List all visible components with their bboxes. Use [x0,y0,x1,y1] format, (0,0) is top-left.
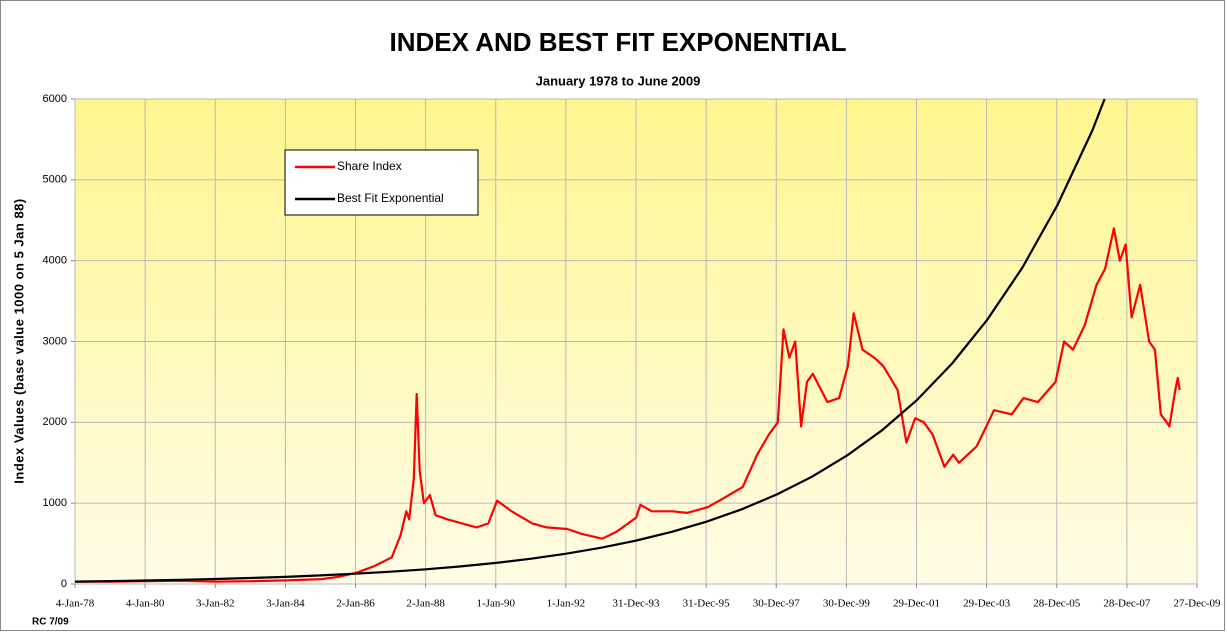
x-tick-label: 29-Dec-03 [963,598,1011,610]
y-axis-label: Index Values (base value 1000 on 5 Jan 8… [11,198,26,483]
chart-title: INDEX AND BEST FIT EXPONENTIAL [390,27,847,57]
y-tick-label: 6000 [43,93,67,105]
x-tick-label: 3-Jan-84 [266,598,305,610]
y-tick-label: 4000 [43,255,67,267]
x-tick-label: 4-Jan-80 [126,598,165,610]
y-tick-label: 0 [61,578,67,590]
x-tick-label: 30-Dec-99 [823,598,871,610]
y-tick-label: 1000 [43,497,67,509]
y-tick-label: 5000 [43,174,67,186]
x-tick-label: 29-Dec-01 [893,598,940,610]
x-tick-label: 2-Jan-88 [406,598,445,610]
series-line [75,227,1181,583]
x-tick-label: 27-Dec-09 [1173,598,1221,610]
y-tick-label: 2000 [43,416,67,428]
x-tick-label: 2-Jan-86 [336,598,375,610]
series-line [75,99,1106,583]
y-tick-label: 3000 [43,335,67,347]
legend-box [284,149,479,216]
x-tick-label: 3-Jan-82 [196,598,235,610]
legend-label: Share Index [337,159,402,173]
x-tick-label: 4-Jan-78 [56,598,95,610]
x-tick-label: 31-Dec-95 [683,598,731,610]
chart-subtitle: January 1978 to June 2009 [536,73,701,88]
x-tick-label: 28-Dec-05 [1033,598,1081,610]
legend: Share Index Best Fit Exponential [284,149,479,216]
x-tick-label: 1-Jan-92 [547,598,586,610]
x-tick-label: 1-Jan-90 [477,598,516,610]
lines [75,99,1181,583]
note: RC 7/09 [32,617,69,628]
x-tick-label: 30-Dec-97 [753,598,801,610]
x-tick-label: 31-Dec-93 [612,598,660,610]
legend-label: Best Fit Exponential [337,191,444,205]
x-tick-label: 28-Dec-07 [1103,598,1151,610]
